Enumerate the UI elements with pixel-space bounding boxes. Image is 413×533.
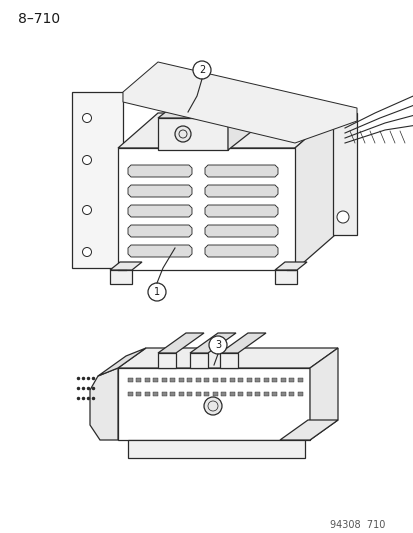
- Bar: [255, 392, 260, 396]
- Polygon shape: [110, 270, 132, 284]
- Polygon shape: [128, 185, 192, 197]
- Bar: [170, 378, 175, 382]
- Bar: [161, 378, 166, 382]
- Polygon shape: [90, 368, 118, 440]
- Bar: [136, 378, 141, 382]
- Bar: [128, 392, 133, 396]
- Bar: [230, 378, 235, 382]
- Polygon shape: [219, 353, 237, 368]
- Bar: [263, 392, 268, 396]
- Bar: [297, 392, 302, 396]
- Circle shape: [336, 211, 348, 223]
- Bar: [161, 392, 166, 396]
- Bar: [178, 378, 183, 382]
- Bar: [289, 392, 294, 396]
- Bar: [204, 392, 209, 396]
- Circle shape: [82, 247, 91, 256]
- Bar: [170, 392, 175, 396]
- Polygon shape: [123, 62, 356, 143]
- Polygon shape: [128, 225, 192, 237]
- Circle shape: [192, 61, 211, 79]
- Circle shape: [82, 156, 91, 165]
- Polygon shape: [204, 245, 277, 257]
- Polygon shape: [219, 333, 266, 353]
- Polygon shape: [274, 262, 306, 270]
- Polygon shape: [190, 333, 235, 353]
- Circle shape: [204, 397, 221, 415]
- Polygon shape: [158, 353, 176, 368]
- Bar: [128, 378, 133, 382]
- Polygon shape: [158, 333, 204, 353]
- Polygon shape: [118, 113, 334, 148]
- Bar: [145, 378, 150, 382]
- Polygon shape: [98, 348, 146, 376]
- Bar: [136, 392, 141, 396]
- Polygon shape: [118, 148, 294, 270]
- Bar: [247, 392, 252, 396]
- Bar: [187, 378, 192, 382]
- Bar: [153, 392, 158, 396]
- Bar: [230, 392, 235, 396]
- Circle shape: [147, 283, 166, 301]
- Polygon shape: [158, 118, 228, 150]
- Polygon shape: [128, 245, 192, 257]
- Circle shape: [209, 336, 226, 354]
- Polygon shape: [72, 92, 123, 268]
- Bar: [247, 378, 252, 382]
- Bar: [221, 378, 226, 382]
- Bar: [263, 378, 268, 382]
- Polygon shape: [279, 420, 337, 440]
- Bar: [212, 392, 218, 396]
- Polygon shape: [204, 165, 277, 177]
- Bar: [255, 378, 260, 382]
- Polygon shape: [204, 225, 277, 237]
- Bar: [272, 378, 277, 382]
- Polygon shape: [128, 165, 192, 177]
- Polygon shape: [128, 440, 304, 458]
- Text: 2: 2: [198, 65, 204, 75]
- Polygon shape: [190, 353, 207, 368]
- Bar: [238, 392, 243, 396]
- Circle shape: [82, 206, 91, 214]
- Bar: [187, 392, 192, 396]
- Bar: [280, 378, 285, 382]
- Bar: [195, 378, 201, 382]
- Text: 1: 1: [154, 287, 160, 297]
- Polygon shape: [118, 348, 337, 368]
- Text: 3: 3: [214, 340, 221, 350]
- Polygon shape: [158, 96, 255, 118]
- Polygon shape: [228, 96, 255, 150]
- Bar: [153, 378, 158, 382]
- Circle shape: [82, 114, 91, 123]
- Text: 94308  710: 94308 710: [329, 520, 384, 530]
- Polygon shape: [255, 96, 273, 128]
- Polygon shape: [118, 368, 309, 440]
- Polygon shape: [309, 348, 337, 440]
- Bar: [297, 378, 302, 382]
- Polygon shape: [110, 262, 142, 270]
- Circle shape: [175, 126, 190, 142]
- Bar: [289, 378, 294, 382]
- Text: 8–710: 8–710: [18, 12, 60, 26]
- Bar: [221, 392, 226, 396]
- Bar: [178, 392, 183, 396]
- Bar: [272, 392, 277, 396]
- Polygon shape: [294, 113, 334, 270]
- Polygon shape: [274, 270, 296, 284]
- Polygon shape: [128, 205, 192, 217]
- Bar: [204, 378, 209, 382]
- Polygon shape: [332, 113, 356, 235]
- Bar: [280, 392, 285, 396]
- Bar: [145, 392, 150, 396]
- Bar: [238, 378, 243, 382]
- Polygon shape: [204, 185, 277, 197]
- Bar: [195, 392, 201, 396]
- Bar: [212, 378, 218, 382]
- Polygon shape: [204, 205, 277, 217]
